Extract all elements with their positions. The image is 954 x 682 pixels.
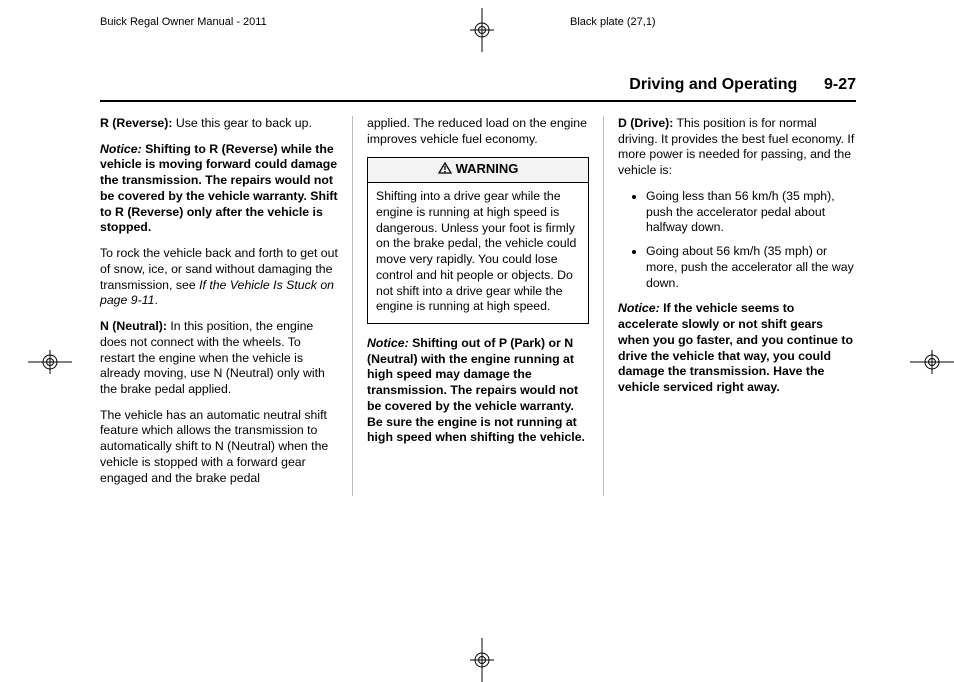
drive-bullet-list: Going less than 56 km/h (35 mph), push t…: [618, 189, 856, 291]
manual-title: Buick Regal Owner Manual - 2011: [100, 16, 267, 28]
column-2: applied. The reduced load on the engine …: [352, 116, 604, 496]
manual-page: Buick Regal Owner Manual - 2011 Black pl…: [0, 0, 954, 668]
neutral-gear-heading: N (Neutral):: [100, 319, 167, 333]
notice-reverse: Notice: Shifting to R (Reverse) while th…: [100, 142, 338, 236]
rock-txt-b: .: [154, 293, 157, 307]
notice-label: Notice:: [367, 336, 409, 350]
registration-mark-left: [28, 350, 72, 374]
reverse-gear-heading: R (Reverse):: [100, 116, 172, 130]
drive-gear-paragraph: D (Drive): This position is for normal d…: [618, 116, 856, 179]
drive-gear-heading: D (Drive):: [618, 116, 673, 130]
warning-title: WARNING: [456, 161, 519, 176]
neutral-gear-paragraph: N (Neutral): In this position, the engin…: [100, 319, 338, 398]
warning-box: WARNING Shifting into a drive gear while…: [367, 157, 589, 324]
notice-shifting-out: Notice: Shifting out of P (Park) or N (N…: [367, 336, 589, 446]
warning-body: Shifting into a drive gear while the eng…: [368, 183, 588, 323]
rock-vehicle-paragraph: To rock the vehicle back and forth to ge…: [100, 246, 338, 309]
reverse-gear-text: Use this gear to back up.: [172, 116, 311, 130]
notice-body: Shifting out of P (Park) or N (Neutral) …: [367, 336, 585, 444]
reverse-gear-paragraph: R (Reverse): Use this gear to back up.: [100, 116, 338, 132]
registration-mark-top: [470, 8, 494, 52]
warning-triangle-icon: [438, 162, 452, 179]
plate-info: Black plate (27,1): [570, 16, 656, 28]
column-3: D (Drive): This position is for normal d…: [604, 116, 856, 496]
continued-paragraph: applied. The reduced load on the engine …: [367, 116, 589, 147]
auto-neutral-paragraph: The vehicle has an automatic neutral shi…: [100, 408, 338, 487]
page-number: 9-27: [824, 76, 856, 93]
section-header: Driving and Operating 9-27: [100, 76, 856, 102]
list-item: Going about 56 km/h (35 mph) or more, pu…: [646, 244, 856, 291]
notice-label: Notice:: [100, 142, 142, 156]
notice-label: Notice:: [618, 301, 660, 315]
warning-header: WARNING: [368, 158, 588, 183]
registration-mark-bottom: [470, 638, 494, 682]
column-1: R (Reverse): Use this gear to back up. N…: [100, 116, 352, 496]
notice-slow-accel: Notice: If the vehicle seems to accelera…: [618, 301, 856, 395]
content-area: Driving and Operating 9-27 R (Reverse): …: [100, 76, 856, 496]
registration-mark-right: [910, 350, 954, 374]
section-title: Driving and Operating: [629, 76, 797, 93]
list-item: Going less than 56 km/h (35 mph), push t…: [646, 189, 856, 236]
columns: R (Reverse): Use this gear to back up. N…: [100, 116, 856, 496]
